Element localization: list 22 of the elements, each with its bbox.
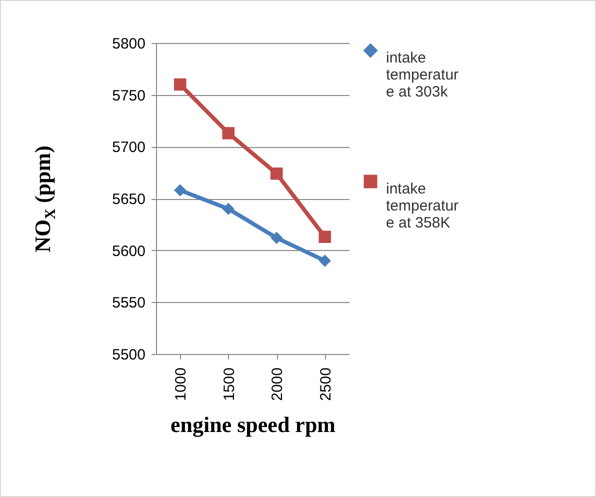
point <box>222 127 234 140</box>
x-axis-title: engine speed rpm <box>170 412 336 437</box>
point <box>318 254 331 267</box>
x-tick-label: 2500 <box>317 368 334 401</box>
y-tick-label: 5700 <box>112 139 146 156</box>
point <box>222 202 234 215</box>
y-tick-label: 5500 <box>112 346 146 364</box>
x-tick-label: 2000 <box>269 368 286 401</box>
point <box>174 184 186 196</box>
point <box>318 230 331 243</box>
x-tick-label: 1500 <box>220 368 238 401</box>
point <box>174 78 186 91</box>
y-tick-label: 5800 <box>112 36 146 52</box>
y-tick-label: 5650 <box>112 191 146 208</box>
legend-label: intake temperature at 358K <box>386 180 459 232</box>
point <box>270 232 283 244</box>
x-tick-label: 1000 <box>172 368 190 401</box>
y-tick-label: 5550 <box>112 294 146 312</box>
legend-label: intake temperature at 303k <box>386 50 459 100</box>
y-tick-label: 5750 <box>112 87 146 104</box>
point <box>270 167 283 180</box>
y-tick-label: 5600 <box>112 242 146 260</box>
